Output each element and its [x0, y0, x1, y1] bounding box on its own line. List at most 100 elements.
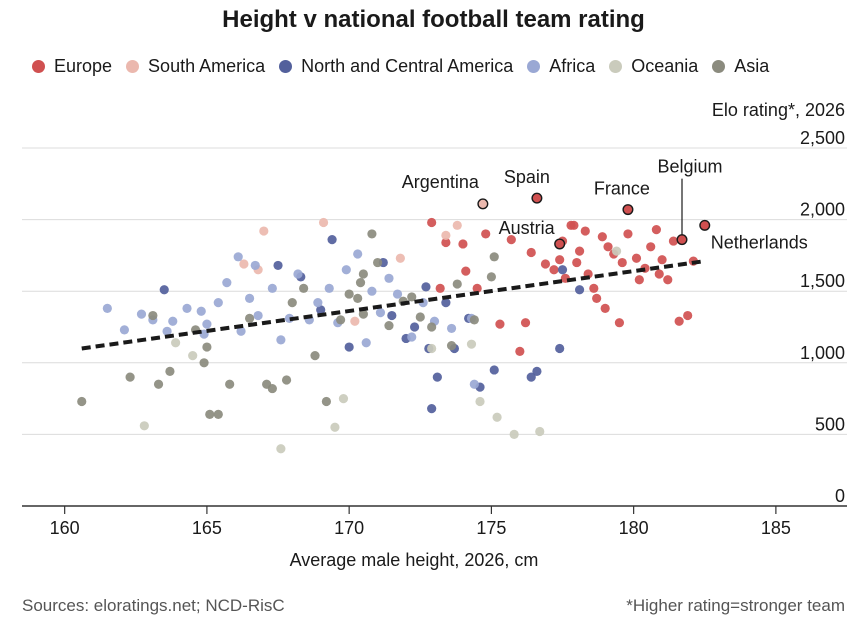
data-point — [196, 306, 206, 316]
data-point — [233, 252, 243, 262]
data-point — [492, 412, 502, 422]
data-point — [318, 217, 329, 228]
data-point — [446, 323, 457, 334]
data-point — [458, 239, 468, 249]
data-point — [441, 230, 451, 240]
highlighted-point — [699, 219, 711, 231]
data-point — [489, 365, 499, 375]
data-point — [361, 338, 371, 348]
data-point — [321, 396, 331, 407]
highlighted-point — [676, 234, 688, 246]
data-point — [324, 283, 334, 293]
trend-line — [81, 259, 706, 351]
data-point — [222, 278, 232, 288]
data-point — [250, 260, 260, 271]
data-point — [384, 320, 394, 331]
data-point — [415, 312, 425, 322]
data-point — [623, 229, 633, 239]
data-point — [520, 318, 531, 328]
data-point — [535, 426, 545, 437]
data-point — [358, 309, 368, 319]
data-point — [205, 409, 215, 419]
data-point — [452, 279, 462, 289]
data-point — [387, 310, 397, 321]
data-point — [532, 366, 542, 376]
data-point — [281, 375, 292, 385]
data-point — [580, 226, 590, 236]
data-point — [683, 310, 693, 321]
data-point — [77, 396, 87, 407]
data-point — [634, 275, 644, 285]
data-point — [148, 310, 158, 321]
data-point — [287, 298, 297, 308]
data-point — [213, 298, 223, 308]
legend-label: South America — [148, 56, 266, 76]
data-point — [421, 282, 431, 292]
data-point — [441, 237, 451, 248]
data-point — [446, 341, 457, 351]
rating-footnote: *Higher rating=stronger team — [626, 596, 845, 615]
y-tick-label: 500 — [815, 414, 845, 434]
data-point — [384, 273, 394, 283]
data-point — [341, 265, 351, 275]
data-point — [526, 372, 536, 382]
data-point — [466, 339, 477, 349]
data-point — [338, 394, 349, 404]
data-point — [569, 220, 579, 230]
data-point — [555, 255, 565, 265]
data-point — [461, 266, 471, 276]
x-tick-label: 180 — [619, 518, 649, 538]
y-axis-label: Elo rating*, 2026 — [712, 100, 845, 120]
sources-note: Sources: eloratings.net; NCD-RisC — [22, 596, 285, 615]
data-point — [674, 316, 684, 326]
data-point — [202, 342, 212, 352]
data-point — [549, 265, 559, 275]
x-tick-label: 165 — [192, 518, 222, 538]
data-point — [469, 315, 479, 325]
data-point — [506, 235, 516, 245]
y-tick-label: 0 — [835, 486, 845, 506]
data-point — [395, 253, 405, 263]
data-point — [253, 310, 263, 321]
data-point — [182, 303, 192, 313]
data-point — [125, 372, 135, 382]
legend-item: South America — [126, 56, 265, 77]
data-point — [171, 338, 181, 348]
data-point — [165, 366, 175, 376]
data-point — [651, 225, 661, 235]
data-point — [572, 257, 582, 268]
legend-item: Africa — [527, 56, 595, 77]
data-point — [316, 305, 326, 315]
data-point — [407, 332, 417, 342]
data-point — [526, 247, 536, 258]
data-point — [646, 242, 656, 252]
y-tick-label: 2,000 — [800, 200, 845, 220]
point-annotation-label: Belgium — [657, 157, 722, 177]
point-annotation-label: Spain — [504, 167, 550, 187]
data-point — [631, 253, 642, 263]
data-point — [355, 278, 366, 288]
data-point — [597, 232, 607, 242]
data-point — [276, 444, 286, 454]
data-point — [136, 309, 147, 319]
y-tick-label: 1,500 — [800, 271, 845, 291]
data-point — [472, 283, 482, 293]
data-point — [119, 325, 130, 335]
data-point — [592, 293, 602, 303]
legend-label: North and Central America — [301, 56, 514, 76]
legend-swatch — [609, 60, 623, 73]
data-point — [213, 409, 223, 419]
legend-swatch — [712, 60, 726, 73]
data-point — [469, 379, 479, 389]
data-point — [139, 421, 149, 431]
data-point — [353, 293, 363, 303]
data-point — [427, 343, 437, 354]
chart-legend: Europe South America North and Central Ame… — [32, 56, 783, 77]
highlighted-point — [622, 204, 634, 216]
data-point — [367, 229, 377, 239]
data-point — [313, 298, 323, 308]
point-annotation-label: Austria — [499, 218, 556, 238]
data-point — [481, 229, 491, 239]
highlighted-point — [554, 238, 566, 250]
data-point — [427, 322, 437, 332]
